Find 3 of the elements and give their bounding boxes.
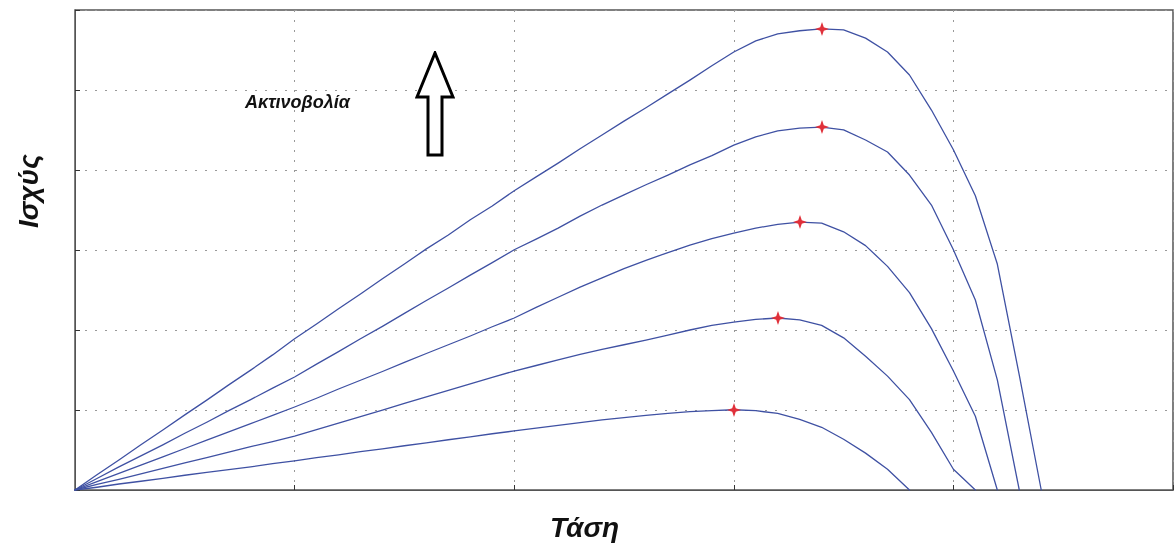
- y-axis-title: Ισχύς: [13, 154, 45, 228]
- x-axis-title: Τάση: [550, 512, 620, 544]
- annotation: Ακτινοβολία: [245, 92, 350, 113]
